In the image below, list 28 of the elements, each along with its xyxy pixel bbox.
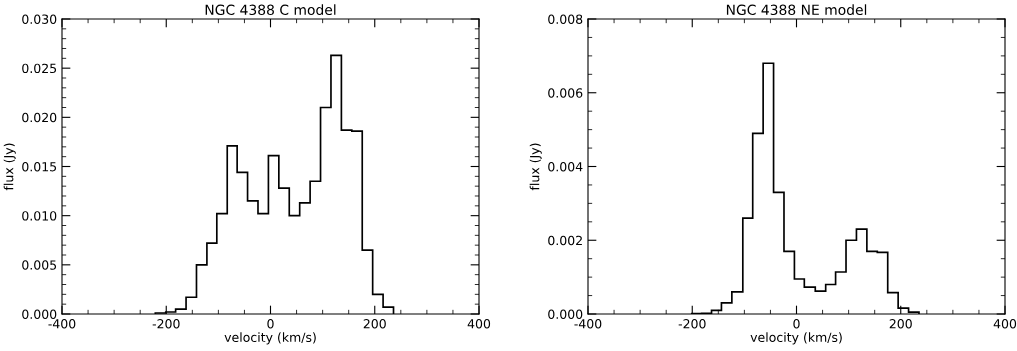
- x-tick-label: 0: [793, 319, 800, 329]
- y-tick-label: 0.015: [22, 161, 57, 172]
- y-axis-title: flux (Jy): [3, 143, 16, 191]
- y-tick-label: 0.005: [22, 260, 57, 270]
- x-tick-label: 400: [467, 319, 491, 329]
- x-tick-label: -400: [48, 319, 76, 329]
- y-tick-label: 0.000: [22, 309, 57, 319]
- y-tick-label: 0.010: [22, 211, 57, 221]
- x-tick-label: 400: [993, 319, 1017, 329]
- chart-title: NGC 4388 NE model: [726, 4, 867, 16]
- x-tick-label: -200: [152, 319, 180, 329]
- y-tick-label: 0.020: [22, 112, 57, 123]
- x-tick-label: 0: [267, 319, 274, 329]
- x-tick-label: 200: [889, 319, 912, 329]
- x-tick-label: -400: [574, 319, 602, 329]
- y-axis-title: flux (Jy): [529, 143, 542, 191]
- x-axis-title: velocity (km/s): [224, 332, 316, 345]
- x-axis-title: velocity (km/s): [750, 332, 842, 345]
- y-tick-label: 0.008: [548, 14, 583, 24]
- chart-title: NGC 4388 C model: [205, 4, 336, 16]
- y-tick-label: 0.004: [548, 161, 583, 172]
- x-tick-label: 200: [363, 319, 386, 329]
- y-tick-label: 0.002: [548, 235, 582, 246]
- y-tick-label: 0.030: [22, 14, 57, 24]
- x-tick-label: -200: [678, 319, 706, 329]
- y-tick-label: 0.000: [548, 309, 583, 319]
- y-tick-label: 0.006: [548, 88, 583, 98]
- y-tick-label: 0.025: [22, 63, 57, 74]
